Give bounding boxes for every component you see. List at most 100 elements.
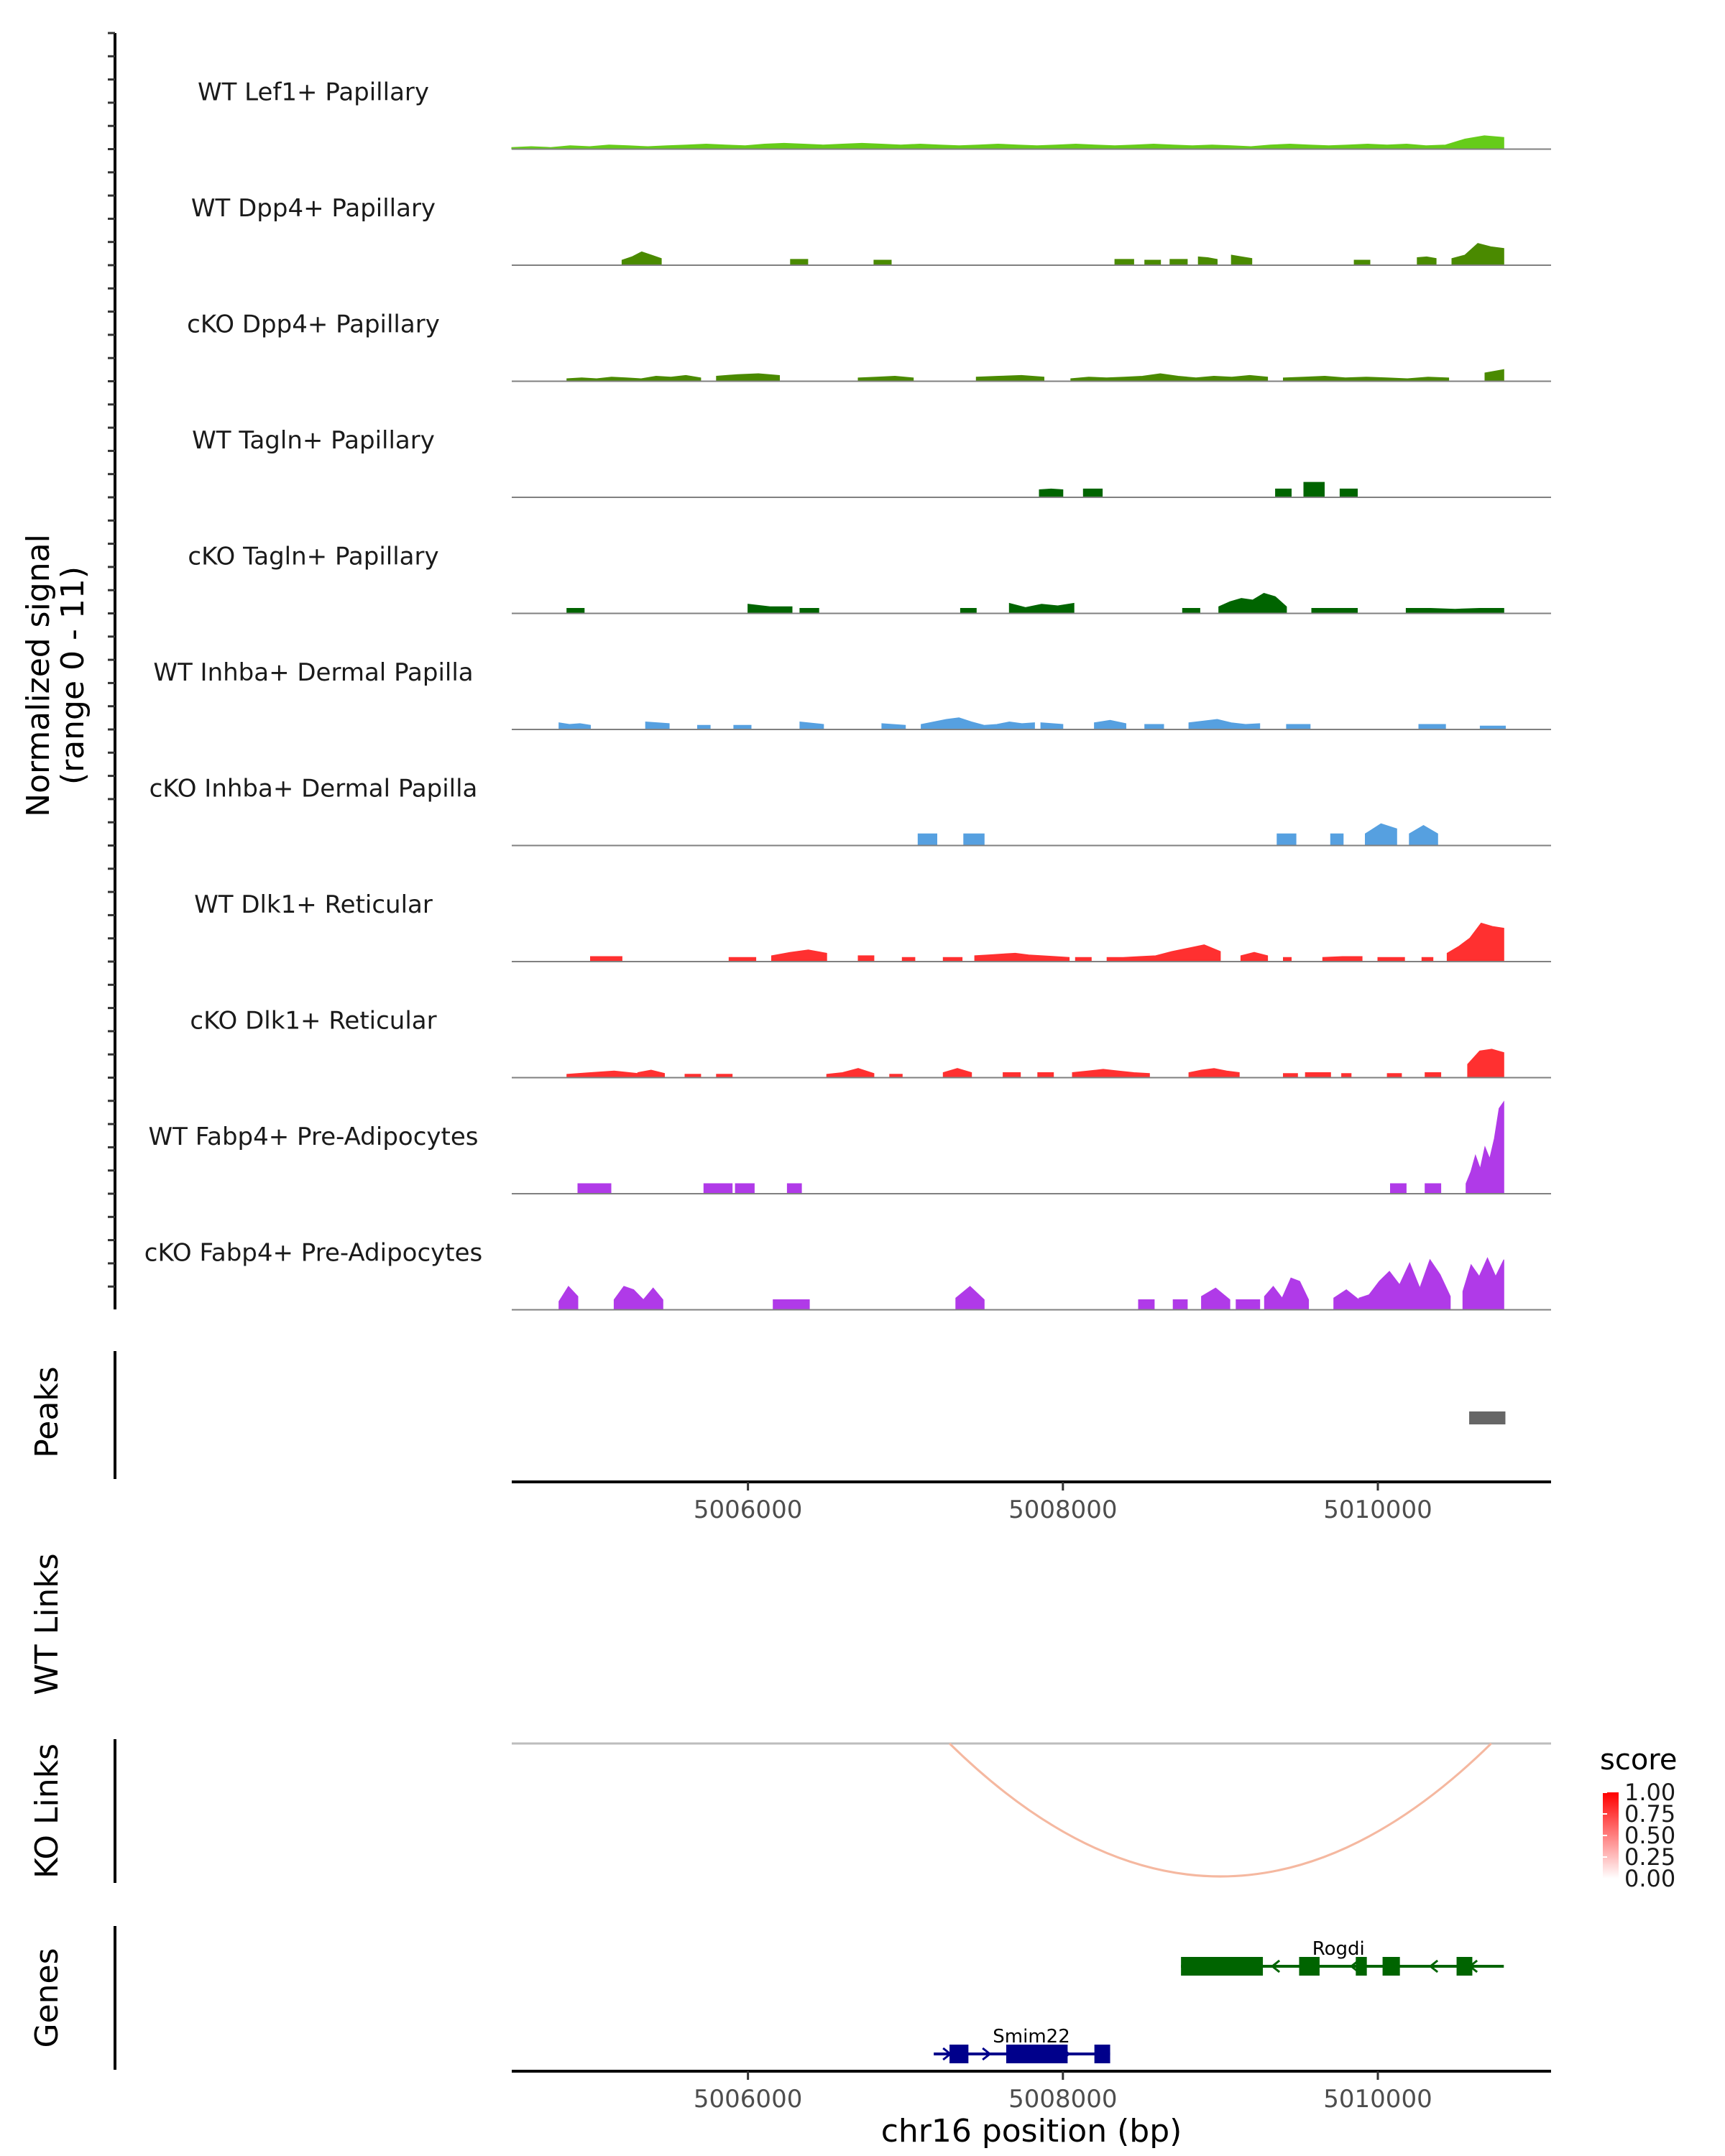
signal-area	[1390, 1183, 1407, 1194]
signal-area	[1197, 256, 1218, 266]
x-tick-label: 5008000	[1008, 1496, 1117, 1524]
signal-area	[1303, 482, 1325, 498]
score-legend-label: 0.00	[1624, 1865, 1675, 1892]
track-label: cKO Inhba+ Dermal Papilla	[150, 775, 478, 803]
ko-links-panel-label: KO Links	[29, 1743, 65, 1879]
signal-area	[1339, 488, 1358, 498]
signal-area	[1008, 602, 1075, 614]
signal-area	[1236, 1299, 1261, 1310]
signal-area	[1218, 593, 1287, 614]
track-wt-tagln-papillary: WT Tagln+ Papillary	[192, 426, 1551, 498]
signal-area	[621, 251, 662, 266]
y-axis-title-line-2: (range 0 - 11)	[55, 566, 91, 785]
y-axis-title: Normalized signal (range 0 - 11)	[20, 534, 91, 817]
track-wt-dpp4-papillary: WT Dpp4+ Papillary	[191, 194, 1551, 266]
signal-area	[857, 955, 875, 962]
signal-area	[637, 1069, 665, 1078]
signal-area	[1276, 833, 1297, 846]
track-cko-dpp4-papillary: cKO Dpp4+ Papillary	[187, 310, 1551, 382]
signal-area	[566, 608, 585, 614]
signal-area	[963, 833, 985, 846]
signal-area	[1446, 922, 1504, 962]
gene-exon	[1382, 1957, 1400, 1976]
signal-area	[881, 723, 906, 730]
track-label: WT Dlk1+ Reticular	[194, 890, 433, 919]
track-label: cKO Dlk1+ Reticular	[190, 1007, 436, 1036]
x-tick-label: 5006000	[694, 1496, 802, 1524]
signal-area	[748, 604, 793, 614]
gene-exon	[1299, 1957, 1320, 1976]
score-legend-label: 0.50	[1624, 1822, 1675, 1849]
signal-area	[1418, 724, 1446, 730]
gene-exon	[1094, 2045, 1110, 2063]
signal-area	[735, 1183, 755, 1194]
peaks-panel-label: Peaks	[29, 1366, 65, 1457]
gene-exon	[1181, 1957, 1264, 1976]
peaks-x-axis-ticks: 5006000 5008000 5010000	[694, 1482, 1432, 1524]
signal-area	[703, 1183, 733, 1194]
gene-rogdi: Rogdi	[1181, 1938, 1504, 1976]
signal-area	[1106, 944, 1221, 962]
signal-area	[566, 374, 702, 382]
signal-area	[786, 1183, 802, 1194]
track-wt-dlk1-reticular: WT Dlk1+ Reticular	[194, 890, 1551, 962]
signal-area	[1467, 1049, 1504, 1078]
signal-area	[921, 717, 1035, 730]
track-label: WT Fabp4+ Pre-Adipocytes	[149, 1123, 479, 1151]
track-cko-tagln-papillary: cKO Tagln+ Papillary	[188, 543, 1551, 614]
signal-area	[826, 1068, 875, 1078]
signal-area	[1094, 719, 1126, 730]
score-legend-label: 0.75	[1624, 1800, 1675, 1828]
score-legend-label: 1.00	[1624, 1779, 1675, 1806]
signal-area	[511, 135, 1504, 149]
signal-area	[1425, 1183, 1442, 1194]
score-legend: score 1.000.750.500.250.00	[1600, 1743, 1677, 1892]
strand-arrow	[982, 2047, 992, 2061]
signal-area	[1144, 259, 1162, 266]
gene-exon	[1456, 1957, 1473, 1976]
wt-links-panel-label: WT Links	[29, 1553, 65, 1695]
gene-annotation-track: Rogdi Smim22	[934, 1938, 1504, 2063]
signal-area	[1003, 1072, 1021, 1078]
link-arc	[949, 1742, 1492, 1878]
signal-area	[1425, 1072, 1442, 1078]
gene-exon	[949, 2045, 969, 2063]
signal-area	[1322, 956, 1363, 962]
signal-area	[1409, 825, 1438, 846]
coverage-y-ticks	[108, 32, 115, 1288]
signal-area	[577, 1183, 612, 1194]
signal-area	[716, 373, 780, 382]
signal-area	[1039, 488, 1064, 498]
signal-area	[1264, 1277, 1310, 1310]
genes-x-axis-ticks: 5006000 5008000 5010000	[694, 2071, 1432, 2114]
track-wt-inhba-dermal-papilla: WT Inhba+ Dermal Papilla	[153, 658, 1551, 730]
signal-area	[1283, 375, 1450, 382]
signal-area	[645, 721, 670, 730]
signal-area	[1040, 722, 1064, 730]
signal-area	[1172, 1299, 1188, 1310]
signal-area	[1358, 1258, 1451, 1310]
peak-region	[1469, 1411, 1506, 1424]
peaks-track	[1469, 1411, 1506, 1424]
gene-smim22: Smim22	[934, 2026, 1110, 2063]
gene-exon	[1006, 2045, 1068, 2063]
signal-area	[873, 259, 892, 266]
signal-area	[1169, 259, 1188, 266]
signal-area	[1365, 823, 1397, 846]
track-label: cKO Dpp4+ Papillary	[187, 310, 440, 339]
track-label: WT Tagln+ Papillary	[192, 426, 435, 455]
signal-area	[558, 1286, 579, 1310]
strand-arrow	[1270, 1959, 1281, 1973]
signal-area	[1275, 488, 1292, 498]
track-label: WT Dpp4+ Papillary	[191, 194, 436, 223]
signal-area	[799, 721, 824, 730]
signal-area	[566, 1070, 638, 1078]
signal-area	[1230, 254, 1253, 266]
track-label: WT Lef1+ Papillary	[198, 78, 429, 107]
signal-area	[558, 722, 591, 730]
coverage-tracks: WT Lef1+ Papillary WT Dpp4+ Papillary cKO …	[144, 78, 1551, 1311]
signal-area	[1466, 1100, 1504, 1194]
signal-area	[1201, 1287, 1230, 1310]
signal-area	[1082, 488, 1103, 498]
signal-area	[1353, 259, 1371, 266]
